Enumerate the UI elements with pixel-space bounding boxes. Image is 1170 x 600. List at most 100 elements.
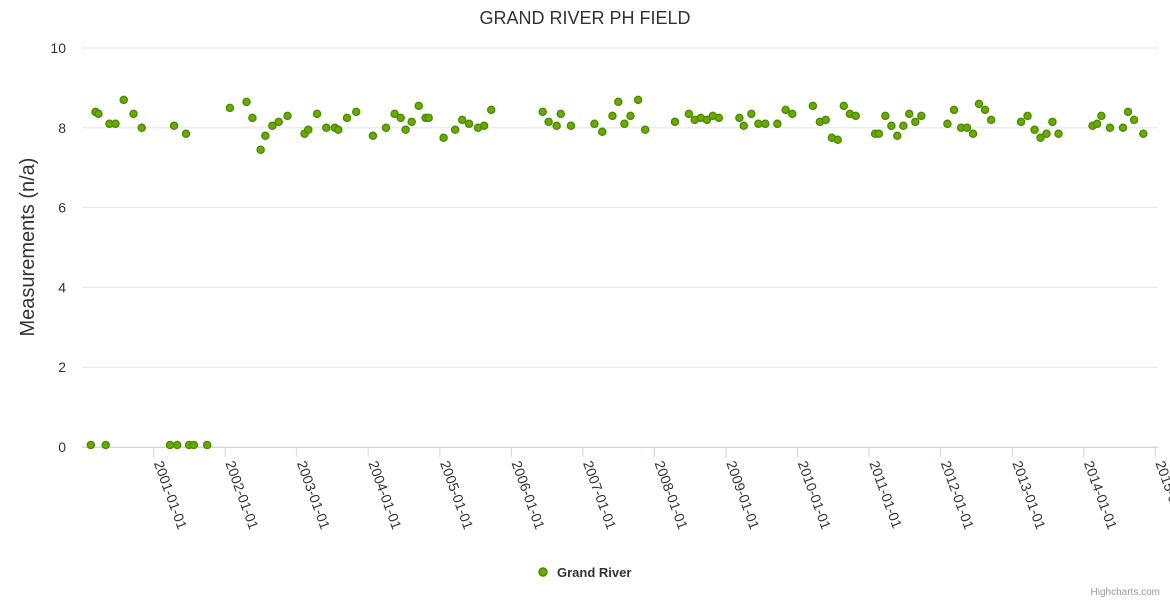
data-point[interactable]	[735, 113, 744, 123]
legend-item-grand-river[interactable]: Grand River	[557, 565, 631, 580]
data-point[interactable]	[248, 113, 257, 123]
data-point[interactable]	[1023, 111, 1032, 121]
data-point[interactable]	[381, 123, 391, 133]
data-point[interactable]	[390, 109, 399, 119]
data-point[interactable]	[670, 117, 680, 127]
data-point[interactable]	[881, 111, 890, 121]
data-point[interactable]	[980, 105, 990, 115]
data-point[interactable]	[119, 95, 128, 105]
data-point[interactable]	[887, 121, 896, 131]
data-point[interactable]	[839, 101, 849, 111]
data-point[interactable]	[101, 440, 110, 450]
data-point[interactable]	[943, 119, 952, 129]
data-point[interactable]	[165, 440, 175, 450]
data-point[interactable]	[608, 111, 617, 121]
data-point[interactable]	[781, 105, 790, 115]
data-point[interactable]	[1129, 115, 1139, 125]
data-point[interactable]	[256, 145, 265, 154]
data-point[interactable]	[566, 121, 576, 131]
data-point[interactable]	[1123, 107, 1133, 117]
data-point[interactable]	[1139, 129, 1148, 139]
data-point[interactable]	[424, 113, 433, 123]
data-point[interactable]	[111, 119, 120, 129]
data-point[interactable]	[808, 101, 818, 111]
data-point[interactable]	[242, 97, 251, 107]
data-point[interactable]	[368, 131, 378, 141]
data-point[interactable]	[1048, 117, 1057, 127]
data-point[interactable]	[94, 109, 103, 119]
data-point[interactable]	[172, 440, 182, 450]
data-point[interactable]	[129, 109, 138, 119]
legend[interactable]: Grand River	[538, 565, 631, 580]
data-point[interactable]	[1097, 111, 1106, 121]
data-point[interactable]	[633, 95, 643, 105]
data-point[interactable]	[640, 125, 650, 135]
data-point[interactable]	[312, 109, 322, 119]
data-point[interactable]	[86, 440, 96, 450]
data-point[interactable]	[949, 105, 959, 115]
data-point[interactable]	[544, 117, 553, 127]
data-point[interactable]	[225, 103, 235, 113]
data-point[interactable]	[702, 115, 712, 125]
data-point[interactable]	[283, 111, 292, 121]
data-point[interactable]	[598, 127, 607, 137]
series-grand-river[interactable]	[86, 95, 1148, 450]
data-point[interactable]	[773, 119, 782, 129]
data-point[interactable]	[303, 125, 313, 135]
data-point[interactable]	[552, 121, 561, 131]
credits-link[interactable]: Highcharts.com	[1091, 587, 1160, 598]
data-point[interactable]	[851, 111, 860, 121]
data-point[interactable]	[760, 119, 770, 129]
data-point[interactable]	[333, 125, 343, 135]
data-point[interactable]	[556, 109, 565, 119]
data-point[interactable]	[450, 125, 460, 135]
data-point[interactable]	[538, 107, 547, 117]
data-point[interactable]	[486, 105, 496, 115]
data-point[interactable]	[788, 109, 797, 119]
data-point[interactable]	[1042, 129, 1051, 139]
data-point[interactable]	[401, 125, 410, 135]
data-point[interactable]	[874, 129, 884, 139]
data-point[interactable]	[1092, 119, 1102, 129]
data-point[interactable]	[464, 119, 474, 129]
data-point[interactable]	[917, 111, 926, 121]
data-point[interactable]	[904, 109, 914, 119]
data-point[interactable]	[414, 101, 423, 111]
data-point[interactable]	[169, 121, 179, 131]
data-point[interactable]	[351, 107, 361, 117]
data-point[interactable]	[962, 123, 972, 133]
data-point[interactable]	[189, 440, 199, 450]
data-point[interactable]	[821, 115, 831, 125]
data-point[interactable]	[261, 131, 270, 141]
data-point[interactable]	[754, 119, 763, 129]
data-point[interactable]	[1105, 123, 1115, 133]
data-point[interactable]	[986, 115, 996, 125]
data-point[interactable]	[1016, 117, 1026, 127]
data-point[interactable]	[893, 131, 902, 141]
data-point[interactable]	[833, 135, 842, 145]
data-point[interactable]	[274, 117, 283, 127]
data-point[interactable]	[457, 115, 467, 125]
data-point[interactable]	[590, 119, 599, 129]
data-point[interactable]	[137, 123, 146, 133]
data-point[interactable]	[684, 109, 694, 119]
data-point[interactable]	[1030, 125, 1039, 135]
data-point[interactable]	[202, 440, 212, 450]
data-point[interactable]	[747, 109, 756, 119]
data-point[interactable]	[1054, 129, 1063, 139]
data-point[interactable]	[1036, 133, 1045, 143]
data-point[interactable]	[181, 129, 191, 139]
data-point[interactable]	[714, 113, 724, 123]
data-point[interactable]	[1118, 123, 1128, 133]
data-point[interactable]	[268, 121, 277, 131]
data-point[interactable]	[968, 129, 978, 139]
data-point[interactable]	[911, 117, 920, 127]
data-point[interactable]	[626, 111, 635, 121]
data-point[interactable]	[396, 113, 405, 123]
data-point[interactable]	[739, 121, 748, 131]
data-point[interactable]	[407, 117, 416, 127]
data-point[interactable]	[620, 119, 629, 129]
data-point[interactable]	[614, 97, 623, 107]
data-point[interactable]	[974, 99, 984, 109]
data-point[interactable]	[479, 121, 489, 131]
